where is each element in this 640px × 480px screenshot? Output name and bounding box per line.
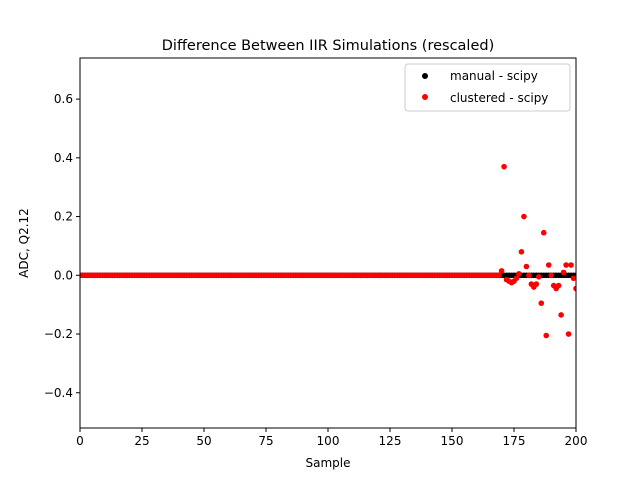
x-tick-label: 125 [379,434,402,448]
point-clustered [516,271,522,277]
x-tick-label: 75 [258,434,273,448]
y-tick-label: 0.0 [54,268,73,282]
x-tick-label: 25 [134,434,149,448]
y-axis: −0.4 −0.2 0.0 0.2 0.4 0.6 [44,92,80,400]
point-clustered [565,331,572,337]
legend: manual - scipy clustered - scipy [404,63,571,112]
x-axis: 0 25 50 75 100 125 150 175 200 [76,428,587,448]
x-tick-label: 150 [441,434,464,448]
point-clustered [538,300,545,306]
legend-label-manual: manual - scipy [450,69,538,83]
point-clustered [523,263,530,270]
y-tick-label: 0.6 [54,92,73,106]
y-tick-label: 0.2 [54,210,73,224]
point-clustered [568,262,574,268]
point-clustered [548,272,554,279]
legend-marker-manual [422,73,428,79]
legend-label-clustered: clustered - scipy [450,91,548,105]
x-tick-label: 100 [317,434,340,448]
point-clustered [545,262,552,268]
point-clustered [536,273,542,280]
y-tick-label: −0.4 [44,386,73,400]
point-clustered [555,282,562,289]
x-tick-label: 200 [565,434,588,448]
x-tick-label: 50 [196,434,211,448]
x-tick-label: 175 [503,434,526,448]
chart-title: Difference Between IIR Simulations (resc… [162,38,495,54]
point-clustered [543,332,550,339]
y-axis-label: ADC, Q2.12 [17,208,31,278]
x-axis-label: Sample [306,456,351,470]
point-clustered [558,312,564,318]
point-clustered [501,163,507,170]
point-clustered [498,268,505,274]
y-tick-label: −0.2 [44,327,73,341]
point-clustered [521,213,527,220]
legend-marker-clustered [422,94,428,100]
y-tick-label: 0.4 [54,151,73,165]
point-clustered [570,275,576,282]
point-clustered [540,229,547,236]
point-clustered [560,269,567,276]
point-clustered [563,262,569,268]
point-clustered [513,275,520,282]
point-clustered [533,281,540,287]
legend-box [404,63,571,112]
point-clustered [496,272,502,279]
plot-area [80,163,576,339]
point-clustered [573,285,576,292]
point-clustered [518,249,525,255]
x-tick-label: 0 [76,434,84,448]
point-clustered [526,272,532,279]
